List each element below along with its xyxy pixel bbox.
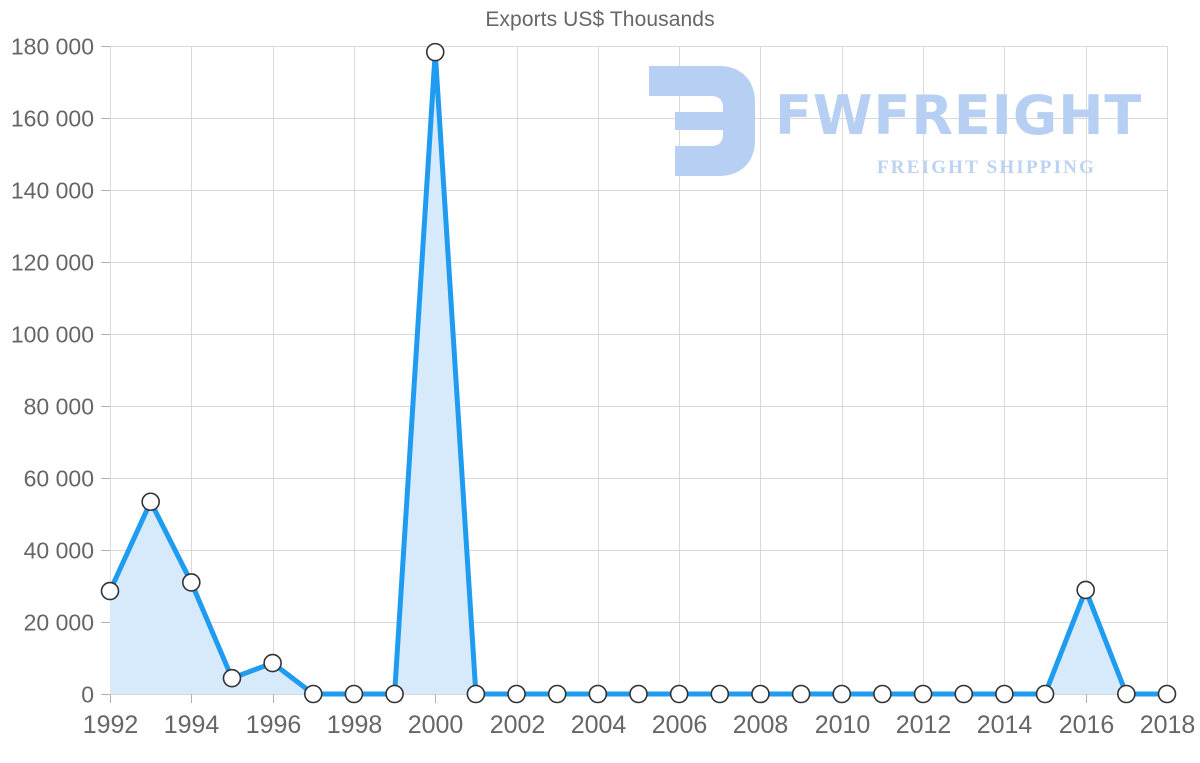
data-point-marker[interactable]: 2017: 0 (1117, 684, 1136, 704)
data-point-marker[interactable]: 2009: 0 (791, 684, 811, 704)
y-axis-tick-label: 0 (81, 682, 94, 708)
x-axis-tick-label: 2006 (652, 711, 708, 739)
data-point-marker[interactable]: 2001: 0 (466, 684, 486, 704)
data-point-marker[interactable]: 1994: 31000 (182, 573, 201, 592)
y-axis-tick-label: 100 000 (11, 322, 94, 348)
data-point-marker[interactable]: 1996: 8600 (263, 653, 282, 673)
data-point-marker[interactable]: 2008: 0 (751, 684, 770, 704)
x-axis-tick-label: 1996 (246, 711, 302, 739)
data-series (107, 49, 1170, 697)
y-axis-tick-label: 180 000 (11, 34, 94, 60)
data-point-marker[interactable]: 1999: 0 (385, 684, 404, 704)
data-point-marker[interactable]: 2004: 0 (588, 684, 608, 704)
y-axis-tick-label: 140 000 (11, 178, 94, 204)
series-line (107, 49, 1170, 697)
data-point-marker[interactable]: 2006: 0 (669, 684, 689, 704)
data-point-marker[interactable]: 2014: 0 (995, 684, 1014, 704)
x-axis-tick-label: 2014 (977, 711, 1033, 739)
x-axis-tick-label: 2008 (733, 711, 789, 739)
y-axis-tick-label: 20 000 (24, 610, 94, 636)
y-axis-ticks: 0 20 000 40 000 60 000 80 000 100 000 120 000 1… (11, 34, 94, 708)
data-point-marker[interactable]: 1992: 28600 (100, 581, 120, 601)
data-point-marker[interactable]: 2002: 0 (507, 684, 526, 704)
gridlines (101, 46, 1168, 703)
data-point-marker[interactable]: 2015: 0 (1035, 684, 1055, 704)
data-point-marker[interactable]: 2013: 0 (954, 684, 974, 704)
x-axis-tick-label: 2012 (896, 711, 952, 739)
data-point-marker[interactable]: 2010: 0 (832, 684, 852, 704)
y-axis-tick-label: 40 000 (24, 538, 94, 564)
data-point-marker[interactable]: 2011: 0 (873, 684, 892, 704)
x-axis-tick-label: 2000 (408, 711, 464, 739)
data-point-marker[interactable]: 1997: 0 (303, 684, 323, 704)
data-point-marker[interactable]: 2012: 0 (913, 684, 933, 704)
data-point-marker[interactable]: 2005: 0 (629, 684, 648, 704)
data-point-marker[interactable]: 2016: 28900 (1076, 580, 1095, 600)
y-axis-tick-label: 160 000 (11, 106, 94, 132)
data-point-marker[interactable]: 2003: 0 (547, 684, 567, 704)
data-point-markers: 1992: 28600 1993: 53400 1994: 31000 1995: 4… (100, 42, 1177, 704)
x-axis-tick-label: 2016 (1059, 711, 1115, 739)
data-point-marker[interactable]: 1998: 0 (344, 684, 364, 704)
series-area-fill (110, 52, 1167, 695)
x-axis-tick-label: 1992 (83, 711, 139, 739)
data-point-marker[interactable]: 2018: 0 (1157, 684, 1177, 704)
x-axis-ticks: 1992 1994 1996 1998 2000 2002 2004 2006 2008 2010… (83, 711, 1196, 739)
data-point-marker[interactable]: 2000: 178300 (425, 42, 445, 62)
x-axis-tick-label: 2002 (490, 711, 546, 739)
data-point-marker[interactable]: 2007: 0 (710, 684, 730, 704)
x-axis-tick-label: 1998 (327, 711, 383, 739)
x-axis-tick-label: 1994 (164, 711, 220, 739)
x-axis-tick-label: 2010 (815, 711, 871, 739)
y-axis-tick-label: 60 000 (24, 466, 94, 492)
x-axis-tick-label: 2018 (1140, 711, 1196, 739)
data-point-marker[interactable]: 1995: 4400 (222, 668, 242, 688)
x-axis-tick-label: 2004 (571, 711, 627, 739)
data-point-marker[interactable]: 1993: 53400 (141, 492, 160, 512)
y-axis-tick-label: 120 000 (11, 250, 94, 276)
y-axis-tick-label: 80 000 (24, 394, 94, 420)
